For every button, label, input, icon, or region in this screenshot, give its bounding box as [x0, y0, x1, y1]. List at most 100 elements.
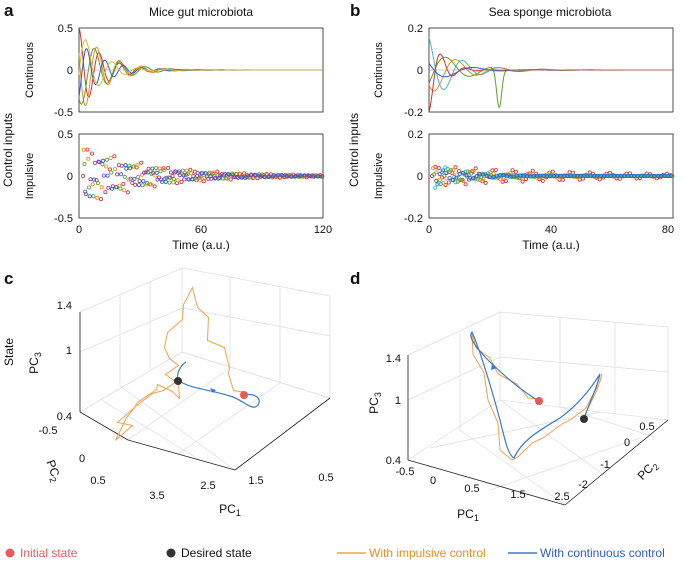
- panel-b-impulsive-point: [503, 179, 508, 184]
- panel-a-impulsive-point: [162, 167, 167, 172]
- panel-a-impulsive-point: [215, 169, 220, 174]
- panel-c-pc2-tick-2: 0: [79, 453, 85, 465]
- panel-a-impulsive-point: [150, 170, 155, 175]
- panel-b-control-inputs-label: Control inputs: [347, 113, 361, 187]
- panel-a-impulsive-point: [226, 171, 231, 176]
- panel-b-impulsive-point: [587, 170, 592, 175]
- panel-d-direction-arrow: [491, 363, 497, 370]
- panel-letter-b: b: [350, 1, 360, 20]
- panel-a-impulsive-point: [139, 160, 144, 165]
- panel-b-top-ytick-1: 0.2: [408, 23, 423, 35]
- panel-c-zlabel: State: [2, 338, 16, 366]
- panel-b-impulsive-point: [463, 182, 468, 187]
- panel-d-pc3-tick-3: 0.4: [386, 455, 401, 467]
- panel-a-impulsive-point: [125, 190, 130, 195]
- panel-a-impulsive-point: [228, 177, 233, 182]
- panel-a-impulsive-point: [258, 174, 263, 179]
- panel-b-xtick-1: 0: [426, 224, 432, 236]
- panel-a-impulsive-point: [95, 181, 100, 186]
- panel-a-impulsive-point: [142, 170, 147, 175]
- panel-d-desired-state-marker: [580, 415, 588, 423]
- panel-a-impulsive-point: [249, 172, 254, 177]
- panel-c-grid: [79, 267, 331, 471]
- panel-a-impulsive-point: [100, 162, 105, 167]
- panel-b-impulsive-point: [513, 169, 518, 174]
- panel-a-continuous-series-4: [78, 48, 323, 97]
- panel-b-impulsive-point: [454, 175, 459, 180]
- panel-a-impulsive-point: [316, 174, 321, 179]
- panel-a-impulsive-point: [159, 179, 164, 184]
- panel-a-bottom-ytick-3: -0.5: [54, 213, 73, 225]
- panel-a-impulsive-point: [87, 185, 92, 190]
- panel-d-initial-state-marker: [535, 397, 543, 405]
- panel-b-impulsive-point: [453, 165, 458, 170]
- panel-a-impulsive-point: [136, 174, 141, 179]
- panel-a-impulsive-point: [112, 154, 117, 159]
- panel-d-pc2-label-sub: 2: [651, 462, 662, 473]
- panel-a-impulsive-point: [181, 173, 186, 178]
- panel-b-impulsive-point: [491, 174, 496, 179]
- panel-c-pc1-tick-1: 3.5: [149, 490, 164, 502]
- panel-b-impulsive-point: [432, 172, 437, 177]
- panel-a-impulsive-point: [109, 170, 114, 175]
- panel-a-impulsive-point: [180, 168, 185, 173]
- panel-d-pc1-tick-1: -0.5: [396, 466, 415, 478]
- legend-desired-state-marker: [166, 548, 176, 558]
- panel-a-impulsive-point: [119, 163, 124, 168]
- panel-c-pc1-label-main: PC: [219, 502, 236, 516]
- panel-a-impulsive-point: [279, 173, 284, 178]
- panel-c-pc3-tick-3: 0.4: [57, 411, 72, 423]
- panel-a-impulsive-point: [164, 175, 169, 180]
- panel-a-impulsive-point: [248, 173, 253, 178]
- panel-d-impulsive-trajectory: [471, 331, 603, 461]
- panel-b-impulsive-point: [669, 173, 674, 178]
- panel-a-impulsive-point: [122, 174, 127, 179]
- panel-a-impulsive-point: [198, 174, 203, 179]
- panel-a-xtick-2: 60: [195, 224, 207, 236]
- panel-b-continuous-series-3: [428, 56, 673, 109]
- panel-b-impulsive-point: [493, 167, 498, 172]
- panel-d-pc1-tick-5: 2.5: [554, 491, 569, 503]
- panel-a-impulsive-point: [307, 174, 312, 179]
- panel-c-pc2-label: PC2: [42, 458, 64, 484]
- panel-a-control-inputs-label: Control inputs: [1, 113, 15, 187]
- panel-a-impulsive-point: [107, 167, 112, 172]
- panel-d-pc1-tick-4: 1.5: [510, 489, 525, 501]
- panel-a-impulsive-point: [230, 172, 235, 177]
- panel-d-pc2-tick-4: -2: [578, 479, 588, 491]
- panel-a-xtick-1: 0: [76, 224, 82, 236]
- panel-d-pc2-tick-1: 0.5: [639, 421, 654, 433]
- panel-b-impulsive-point: [434, 178, 439, 183]
- panel-d-pc3-label: PC3: [367, 392, 383, 414]
- panel-a-impulsive-point: [303, 173, 308, 178]
- panel-b-bottom-ytick-3: -0.2: [404, 213, 423, 225]
- panel-b-impulsive-point: [451, 168, 456, 173]
- panel-a-impulsive-point: [83, 189, 88, 194]
- panel-a-impulsive-point: [158, 169, 163, 174]
- panel-a-impulsive-point: [86, 156, 91, 161]
- panel-a-impulsive-point: [127, 163, 132, 168]
- panel-a-impulsive-point: [195, 170, 200, 175]
- panel-a-impulsive-point: [253, 173, 258, 178]
- panel-a-bottom-series: [81, 147, 325, 202]
- panel-letter-d: d: [350, 269, 360, 288]
- panel-a-impulsive-point: [123, 163, 128, 168]
- panel-b-impulsive-point: [434, 170, 439, 175]
- panel-a-bottom-ytick-1: 0.5: [58, 129, 73, 141]
- panel-c-pc3-tick-1: 1.4: [57, 300, 72, 312]
- panel-a-impulsive-point: [101, 158, 106, 163]
- panel-a-impulsive-point: [262, 175, 267, 180]
- panel-b-impulsive-point: [446, 180, 451, 185]
- panel-a-impulsive-point: [227, 172, 232, 177]
- panel-b-impulsive-point: [530, 168, 535, 173]
- legend-continuous-label: With continuous control: [540, 546, 665, 560]
- panel-a-impulsive-point: [218, 173, 223, 178]
- panel-b-top-ytick-3: -0.2: [404, 107, 423, 119]
- panel-a-impulsive-point: [154, 170, 159, 175]
- panel-a-impulsive-point: [191, 174, 196, 179]
- panel-a-impulsive-point: [284, 173, 289, 178]
- panel-a-impulsive-point: [234, 172, 239, 177]
- panel-a-impulsive-point: [186, 177, 191, 182]
- panel-a-impulsive-point: [285, 174, 290, 179]
- panel-b-impulsive-point: [473, 166, 478, 171]
